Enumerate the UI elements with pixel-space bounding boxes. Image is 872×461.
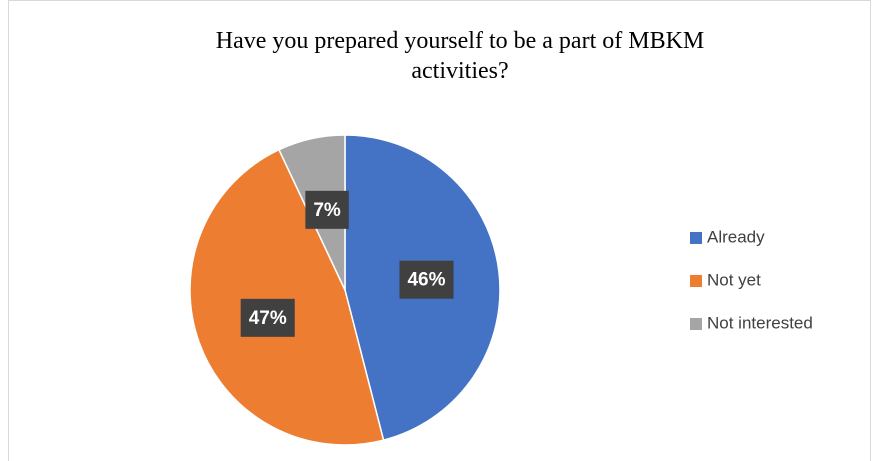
legend-swatch: [690, 318, 702, 330]
data-label-text: 46%: [407, 270, 445, 291]
legend-label: Already: [707, 227, 765, 246]
legend-swatch: [690, 232, 702, 244]
legend-label: Not yet: [707, 270, 761, 289]
pie-slice: [189, 148, 385, 446]
legend-swatch: [690, 275, 702, 287]
data-label-box: [240, 298, 295, 337]
data-label: 47%: [240, 298, 295, 337]
data-label: 46%: [399, 260, 454, 299]
data-label: 7%: [305, 190, 349, 229]
title-box: Have you prepared yourself to be a part …: [110, 26, 810, 86]
chart-title: Have you prepared yourself to be a part …: [215, 28, 705, 84]
data-label-text: 47%: [249, 308, 287, 329]
data-label-text: 7%: [313, 200, 341, 221]
legend-label: Not interested: [707, 313, 813, 332]
chart-border: [8, 0, 871, 461]
data-label-box: [305, 190, 349, 229]
data-label-box: [399, 260, 454, 299]
